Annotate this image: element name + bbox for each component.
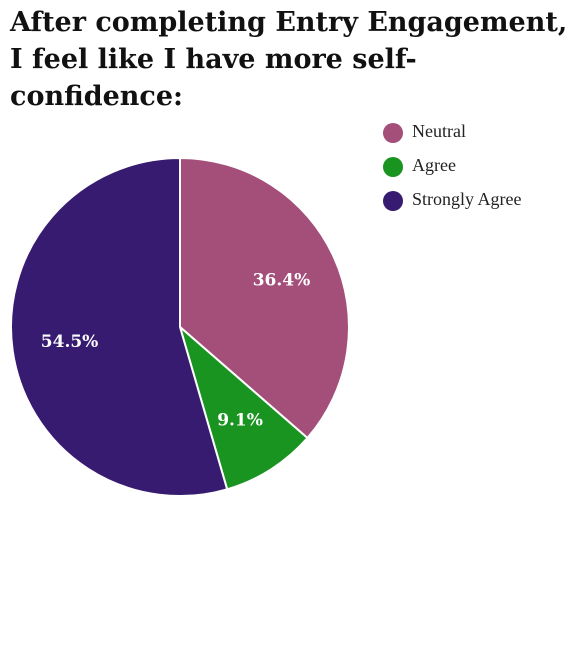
chart-title-line-2: I feel like I have more self-	[10, 44, 417, 75]
pie-slice-neutral	[179, 156, 350, 440]
legend-label-neutral: Neutral	[412, 121, 466, 141]
chart-title-line-3: confidence:	[10, 81, 183, 112]
pie-slice-agree	[178, 324, 309, 491]
legend-swatch-strongly-agree	[383, 191, 403, 211]
legend-label-strongly-agree: Strongly Agree	[412, 189, 522, 209]
legend-swatch-agree	[383, 157, 403, 177]
legend-swatch-neutral	[383, 123, 403, 143]
pie-slice-strongly-agree	[10, 156, 229, 497]
pie-slice-label-agree: 9.1%	[217, 410, 263, 430]
pie-slice-label-strongly-agree: 54.5%	[41, 332, 99, 352]
legend-label-agree: Agree	[412, 155, 456, 175]
pie-slices	[10, 156, 350, 497]
legend: Neutral Agree Strongly Agree	[383, 121, 522, 211]
pie-slice-label-neutral: 36.4%	[253, 270, 311, 290]
pie-slice-labels: 36.4% 9.1% 54.5%	[41, 270, 311, 430]
chart-title-line-1: After completing Entry Engagement,	[10, 7, 568, 38]
chart-title: After completing Entry Engagement, I fee…	[10, 4, 570, 115]
